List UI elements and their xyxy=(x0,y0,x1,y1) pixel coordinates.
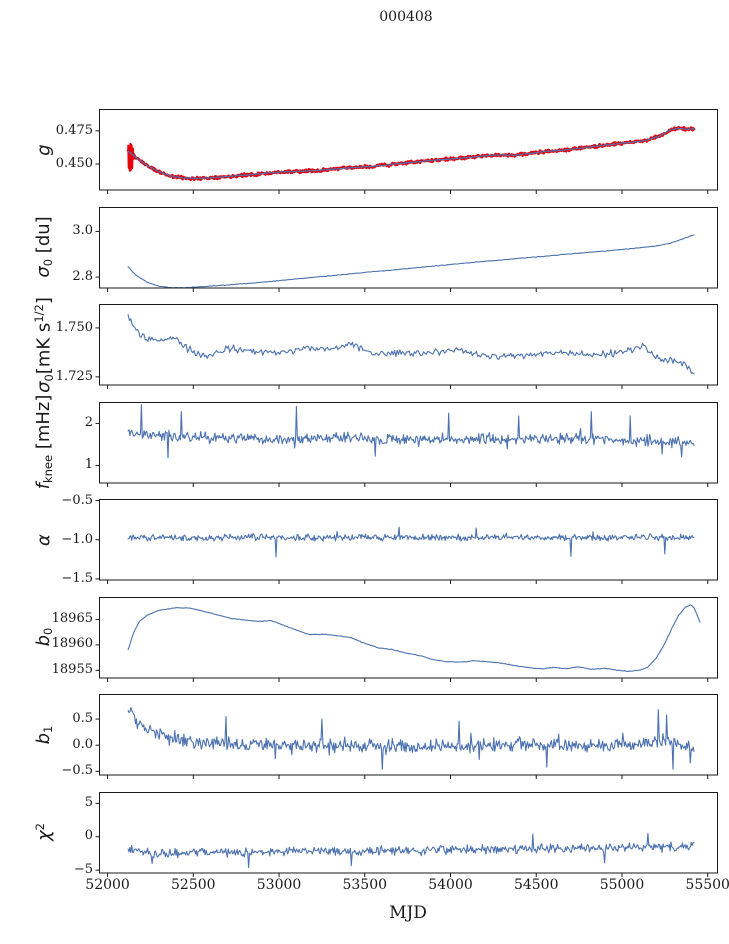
x-tick-label: 52000 xyxy=(85,877,130,893)
g-line-blue xyxy=(127,127,695,180)
ylabel-part: b xyxy=(32,732,54,745)
ylabel-b1: b1 xyxy=(33,725,55,744)
y-tick-label: 0.0 xyxy=(72,737,93,753)
panel-frame xyxy=(99,499,718,581)
x-axis-label: MJD xyxy=(389,903,427,923)
x-tick-label: 54500 xyxy=(513,877,559,893)
x-tick-label: 53500 xyxy=(342,877,388,893)
panel-data-area xyxy=(126,125,696,182)
y-tick-label: 1.750 xyxy=(55,319,93,335)
ylabel-part: ] xyxy=(33,296,55,304)
panel-chi2 xyxy=(95,791,718,877)
ylabel-part: α xyxy=(33,533,55,546)
panel-data-area xyxy=(127,526,695,558)
panel-fknee xyxy=(95,401,718,487)
y-tick-label: −1.5 xyxy=(61,570,93,586)
chi2-line xyxy=(127,832,695,868)
panel-g xyxy=(95,109,718,194)
y-tick-label: 0.475 xyxy=(55,122,93,138)
y-tick-label: 0.5 xyxy=(72,711,93,727)
y-tick-label: −1.0 xyxy=(61,531,93,547)
panel-data-area xyxy=(127,314,695,375)
y-tick-label: −0.5 xyxy=(61,763,93,779)
b1-line xyxy=(127,706,695,770)
y-tick-label: 18965 xyxy=(51,610,93,626)
y-tick-label: 2 xyxy=(84,414,93,430)
ylabel-part: 2 xyxy=(32,823,47,831)
ylabel-part: 0 xyxy=(41,627,56,636)
x-tick-label: 53000 xyxy=(256,877,302,893)
fknee-line xyxy=(127,403,695,458)
x-tick-label: 52500 xyxy=(171,877,216,893)
y-tick-label: 0 xyxy=(84,828,93,844)
y-tick-label: 2.8 xyxy=(72,268,93,284)
y-tick-label: 3.0 xyxy=(72,222,93,238)
x-tick-label: 54000 xyxy=(428,877,473,893)
ylabel-part: σ xyxy=(32,266,54,278)
panel-data-area xyxy=(127,832,695,868)
ylabel-part: f xyxy=(32,483,54,490)
panel-b1 xyxy=(95,694,718,779)
y-tick-label: −5 xyxy=(73,861,93,877)
alpha-line xyxy=(127,526,695,558)
panel-data-area xyxy=(127,403,695,458)
sigma0-du-line xyxy=(127,233,695,288)
panel-frame xyxy=(99,304,718,386)
sigma0-mks-line xyxy=(127,314,695,375)
panel-frame xyxy=(99,791,718,873)
panel-frame xyxy=(99,596,718,678)
ylabel-part: g xyxy=(33,144,55,156)
ylabel-part: σ xyxy=(33,381,55,393)
y-tick-label: 5 xyxy=(84,794,93,810)
ylabel-part: [du] xyxy=(32,216,54,260)
y-tick-label: 18955 xyxy=(51,661,93,677)
ylabel-b0: b0 xyxy=(33,628,55,647)
x-tick-label: 55500 xyxy=(685,877,729,893)
ylabel-part: 0 xyxy=(41,373,56,382)
ylabel-part: 1/2 xyxy=(32,303,47,323)
panel-frame xyxy=(99,401,718,483)
panel-sigma0-du xyxy=(95,206,718,292)
ylabel-part: b xyxy=(32,635,54,647)
panel-data-area xyxy=(127,603,701,672)
ylabel-sigma0-mks: σ0[mK s1/2] xyxy=(32,297,56,393)
panel-frame xyxy=(99,109,718,191)
y-tick-label: 1.725 xyxy=(55,368,93,384)
y-tick-label: 0.450 xyxy=(55,155,93,171)
panel-sigma0-mks xyxy=(95,304,718,389)
ylabel-part: [mK s xyxy=(33,322,55,374)
panel-data-area xyxy=(127,706,695,770)
ylabel-part: 0 xyxy=(41,259,56,267)
panel-frame xyxy=(99,206,718,288)
ylabel-fknee: fknee [mHz] xyxy=(33,395,55,490)
panel-alpha xyxy=(95,499,718,584)
y-tick-label: −0.5 xyxy=(61,492,93,508)
ylabel-sigma0-du: σ0 [du] xyxy=(33,217,55,278)
ylabel-g: g xyxy=(34,144,55,155)
ylabel-chi2: χ2 xyxy=(33,823,55,841)
ylabel-alpha: α xyxy=(34,534,55,546)
figure-title: 000408 xyxy=(379,9,433,25)
ylabel-part: χ xyxy=(34,830,56,842)
ylabel-part: 1 xyxy=(41,725,56,733)
x-tick-label: 55000 xyxy=(599,877,645,893)
b0-line xyxy=(127,603,701,672)
panel-b0 xyxy=(95,596,718,682)
ylabel-part: [mHz] xyxy=(32,394,54,456)
ylabel-part: knee xyxy=(41,455,56,484)
y-tick-label: 1 xyxy=(84,456,93,472)
g-start-spike xyxy=(127,142,135,172)
y-tick-label: 18960 xyxy=(51,636,93,652)
panel-data-area xyxy=(127,233,695,288)
panel-frame xyxy=(99,694,718,776)
g-scatter-red xyxy=(126,125,696,182)
